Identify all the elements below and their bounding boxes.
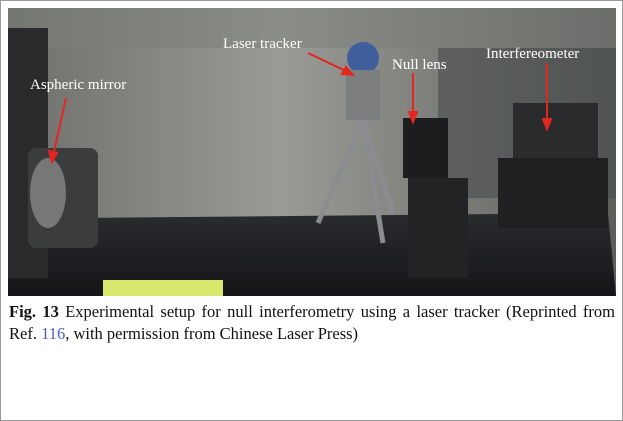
paper-sheet (103, 280, 223, 296)
photo-label: Interfereometer (486, 46, 579, 62)
figure-number: Fig. 13 (9, 302, 59, 321)
photo: Laser tracker Null lens Interfereometer … (8, 8, 616, 296)
ceiling (8, 8, 616, 48)
photo-label: Aspheric mirror (30, 77, 126, 93)
interferometer (498, 103, 608, 228)
mirror-face (30, 158, 66, 228)
photo-label: Laser tracker (223, 36, 302, 52)
caption: Fig. 13 Experimental setup for null inte… (9, 301, 615, 345)
caption-text: , with permission from Chinese Laser Pre… (65, 324, 358, 343)
photo-label: Null lens (392, 57, 447, 73)
reference-link[interactable]: 116 (41, 324, 65, 343)
figure: Laser tracker Null lens Interfereometer … (0, 0, 623, 421)
